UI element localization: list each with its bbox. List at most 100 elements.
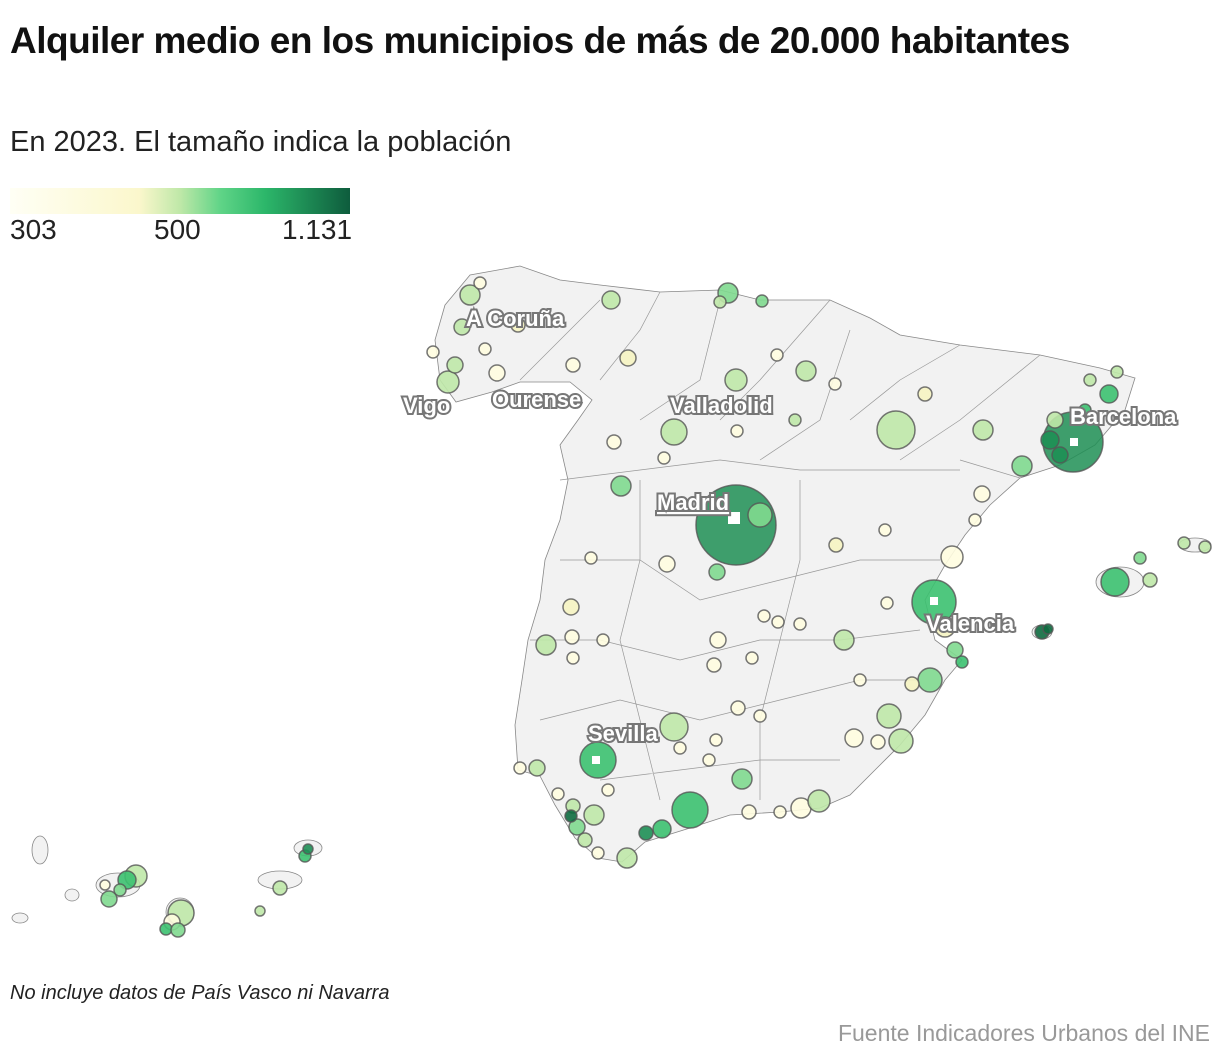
- la-palma: [31, 835, 49, 865]
- municipality-bubble: [1198, 540, 1212, 554]
- capital-marker: [592, 756, 600, 764]
- municipality-bubble: [934, 616, 956, 638]
- municipality-bubble: [510, 317, 526, 333]
- municipality-bubble: [1046, 411, 1064, 429]
- municipality-bubble: [753, 709, 767, 723]
- municipality-bubble: [904, 676, 920, 692]
- municipality-bubble: [940, 545, 964, 569]
- municipality-bubble: [436, 370, 460, 394]
- municipality-bubble: [870, 734, 886, 750]
- municipality-bubble: [113, 883, 127, 897]
- municipality-bubble: [917, 386, 933, 402]
- municipality-bubble: [1110, 365, 1124, 379]
- municipality-bubble: [478, 342, 492, 356]
- municipality-bubble: [833, 629, 855, 651]
- municipality-bubble: [724, 368, 748, 392]
- municipality-bubble: [706, 657, 722, 673]
- city-labels: A Coruña Vigo Ourense Valladolid Madrid …: [401, 304, 1179, 748]
- municipality-bubble: [652, 819, 672, 839]
- municipality-bubble: [671, 791, 709, 829]
- municipality-bubble: [770, 348, 784, 362]
- municipality-bubble: [159, 922, 173, 936]
- municipality-bubble: [793, 617, 807, 631]
- municipality-bubble: [528, 759, 546, 777]
- municipality-bubble: [673, 741, 687, 755]
- municipality-bubble: [591, 846, 605, 860]
- municipality-bubble: [708, 563, 726, 581]
- legend-max: 1.131: [282, 214, 353, 245]
- municipality-bubble: [741, 804, 757, 820]
- municipality-bubble: [535, 634, 557, 656]
- municipality-bubble: [888, 728, 914, 754]
- municipality-bubble: [577, 832, 593, 848]
- municipality-bubble: [596, 633, 610, 647]
- municipality-bubble: [619, 349, 637, 367]
- label-madrid: Madrid: [657, 490, 729, 515]
- municipality-bubble: [844, 728, 864, 748]
- municipality-bubble: [731, 768, 753, 790]
- municipality-bubble: [583, 804, 605, 826]
- chart-subtitle: En 2023. El tamaño indica la población: [10, 126, 512, 158]
- municipality-bubble: [713, 295, 727, 309]
- label-a-coruna: A Coruña: [466, 306, 565, 331]
- municipality-bubble: [876, 703, 902, 729]
- municipality-bubble: [566, 651, 580, 665]
- label-ourense: Ourense: [492, 387, 581, 412]
- legend-min: 303: [10, 214, 57, 245]
- municipality-bubble: [880, 596, 894, 610]
- municipality-bubble: [876, 410, 916, 450]
- municipality-bubble: [453, 318, 471, 336]
- municipality-bubble: [616, 847, 638, 869]
- capital-marker: [1070, 438, 1078, 446]
- municipality-bubble: [170, 922, 186, 938]
- municipality-bubble: [773, 805, 787, 819]
- municipality-bubble: [771, 615, 785, 629]
- municipality-bubble: [1042, 623, 1054, 635]
- label-sevilla: Sevilla: [588, 721, 658, 746]
- label-valladolid: Valladolid: [670, 393, 773, 418]
- mainland: [434, 265, 1136, 863]
- municipality-bubble: [564, 629, 580, 645]
- municipality-bubble: [426, 345, 440, 359]
- municipality-bubble: [565, 357, 581, 373]
- municipality-bubble: [660, 418, 688, 446]
- municipality-bubble: [551, 787, 565, 801]
- legend-mid: 500: [154, 214, 201, 245]
- municipality-bubble: [562, 598, 580, 616]
- municipality-bubble: [513, 761, 527, 775]
- municipality-bubble: [878, 523, 892, 537]
- municipality-bubble: [99, 879, 111, 891]
- spain-map: A Coruña Vigo Ourense Valladolid Madrid …: [11, 265, 1212, 938]
- capital-marker: [930, 597, 938, 605]
- footnote: No incluye datos de País Vasco ni Navarr…: [10, 982, 390, 1004]
- municipality-bubble: [709, 631, 727, 649]
- municipality-bubble: [1051, 446, 1069, 464]
- la-gomera: [64, 888, 80, 902]
- capital-marker: [728, 512, 740, 524]
- municipality-bubble: [1177, 536, 1191, 550]
- color-legend-bar: [10, 188, 350, 214]
- municipality-bubble: [610, 475, 632, 497]
- municipality-bubble: [788, 413, 802, 427]
- municipality-bubble: [1078, 403, 1092, 417]
- chart-title: Alquiler medio en los municipios de más …: [10, 20, 1070, 61]
- el-hierro: [11, 912, 29, 924]
- municipality-bubble: [745, 651, 759, 665]
- municipality-bubble: [1011, 455, 1033, 477]
- label-barcelona: Barcelona: [1070, 404, 1177, 429]
- municipality-bubble: [1142, 572, 1158, 588]
- municipality-bubble: [638, 825, 654, 841]
- municipality-bubble: [488, 364, 506, 382]
- municipality-bubble: [972, 419, 994, 441]
- municipality-bubble: [1133, 551, 1147, 565]
- land: [11, 265, 1212, 927]
- municipality-bubble: [657, 451, 671, 465]
- municipality-bubble: [853, 673, 867, 687]
- municipality-bubble: [658, 555, 676, 573]
- municipality-bubble: [1100, 567, 1130, 597]
- municipality-bubble: [659, 712, 689, 742]
- municipality-bubble: [946, 641, 964, 659]
- municipality-bubble: [709, 733, 723, 747]
- municipality-bubble: [473, 276, 487, 290]
- municipality-bubble: [601, 290, 621, 310]
